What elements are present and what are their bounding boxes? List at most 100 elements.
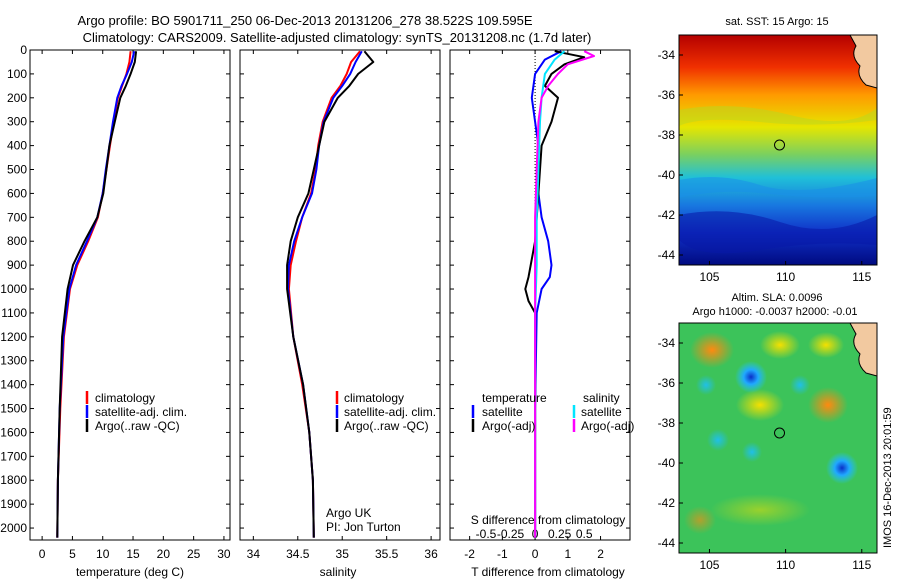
- legend-salinity-title: salinity: [583, 391, 620, 405]
- series-line-argo-adj-: [534, 50, 595, 538]
- x-tick-label: -1: [497, 547, 508, 561]
- map-y-tick-label: -44: [658, 248, 676, 262]
- y-tick-label: 400: [7, 139, 27, 153]
- x-top-tick-label: -0.5: [476, 527, 497, 541]
- map-y-tick-label: -42: [658, 208, 676, 222]
- x-tick-label: 35.5: [375, 547, 399, 561]
- x-tick-label: 2: [597, 547, 604, 561]
- legend-s-satellite-label: satellite: [581, 405, 622, 419]
- temperature-axes: 0 5 10 15 20 25 300100200300400500600700800900…: [0, 43, 231, 561]
- temperature-panel-frame: [29, 49, 231, 541]
- series-line-satellite: [530, 50, 562, 538]
- x-tick-label: 0: [39, 547, 46, 561]
- figure-title-line2: Climatology: CARS2009. Satellite-adjuste…: [83, 30, 592, 45]
- x-tick-label: 30: [217, 547, 231, 561]
- legend-argo-label: Argo(..raw -QC): [95, 419, 180, 433]
- map-y-tick-label: -40: [658, 456, 676, 470]
- map-y-tick-label: -38: [658, 416, 676, 430]
- series-line-argo-raw-qc-: [56, 51, 138, 538]
- map-y-tick-label: -44: [658, 536, 676, 550]
- difference-xlabel: T difference from climatology: [471, 565, 625, 579]
- x-tick-label: 0: [532, 547, 539, 561]
- y-tick-label: 900: [7, 258, 27, 272]
- y-tick-label: 2000: [0, 521, 27, 535]
- x-tick-label: 36: [424, 547, 438, 561]
- difference-panel-frame: [449, 49, 631, 541]
- map-y-tick-label: -36: [658, 376, 676, 390]
- x-tick-label: 25: [187, 547, 201, 561]
- map-y-tick-label: -34: [658, 336, 676, 350]
- legend-temperature-title: temperature: [482, 391, 547, 405]
- salinity-xlabel: salinity: [320, 565, 357, 579]
- y-tick-label: 800: [7, 234, 27, 248]
- x-tick-label: 5: [69, 547, 76, 561]
- series-line-argo-adj-: [524, 50, 586, 538]
- x-tick-label: 20: [157, 547, 171, 561]
- y-tick-label: 1800: [0, 473, 27, 487]
- sst-map-frame: [678, 34, 878, 266]
- x-tick-label: 34: [247, 547, 261, 561]
- series-line-satellite-adj-clim-: [287, 50, 363, 538]
- y-tick-label: 1200: [0, 330, 27, 344]
- credit-line1: Argo UK: [326, 506, 371, 520]
- y-tick-label: 600: [7, 186, 27, 200]
- y-tick-label: 1400: [0, 378, 27, 392]
- sst-map-axes: 105 110 115 -34 -36 -38 -40 -42 -44: [658, 48, 872, 284]
- map-y-tick-label: -42: [658, 496, 676, 510]
- difference-series: [524, 50, 595, 538]
- sla-map-frame: [678, 322, 878, 554]
- temperature-series: [56, 50, 138, 538]
- map-y-tick-label: -40: [658, 168, 676, 182]
- y-tick-label: 700: [7, 210, 27, 224]
- sla-map-subtitle: Argo h1000: -0.0037 h2000: -0.01: [692, 306, 857, 318]
- salinity-axes: 34 34.5 35 35.5 36: [240, 49, 440, 561]
- map-x-tick-label: 110: [776, 270, 795, 284]
- y-tick-label: 1700: [0, 449, 27, 463]
- y-tick-label: 1100: [1, 306, 27, 320]
- x-top-tick-label: 0.5: [576, 527, 593, 541]
- x-tick-label: -2: [464, 547, 475, 561]
- x-tick-label: 35: [336, 547, 350, 561]
- y-tick-label: 100: [7, 67, 27, 81]
- salinity-series: [286, 50, 375, 538]
- sst-map-title: sat. SST: 15 Argo: 15: [725, 16, 828, 28]
- map-x-tick-label: 105: [699, 270, 719, 284]
- legend-satellite-label: satellite-adj. clim.: [344, 405, 436, 419]
- series-line-satellite-adj-clim-: [56, 50, 136, 538]
- sst-argo-position-marker: [774, 139, 786, 151]
- y-tick-label: 1000: [0, 282, 27, 296]
- x-top-tick-label: 0.25: [548, 527, 572, 541]
- x-tick-label: 10: [96, 547, 110, 561]
- y-tick-label: 1300: [0, 354, 27, 368]
- map-y-tick-label: -34: [658, 48, 676, 62]
- legend-climatology-label: climatology: [95, 391, 155, 405]
- y-tick-label: 1900: [0, 497, 27, 511]
- figure-title-line1: Argo profile: BO 5901711_250 06-Dec-2013…: [77, 13, 532, 28]
- salinity-panel-frame: [239, 49, 441, 541]
- y-tick-label: 0: [20, 43, 27, 57]
- map-x-tick-label: 110: [776, 558, 795, 572]
- y-tick-label: 1500: [0, 402, 27, 416]
- sla-map-title: Altim. SLA: 0.0096: [731, 292, 822, 304]
- credit-line2: PI: Jon Turton: [326, 520, 401, 534]
- difference-top-xlabel: S difference from climatology: [471, 513, 626, 527]
- map-y-tick-label: -38: [658, 128, 676, 142]
- y-tick-label: 200: [7, 91, 27, 105]
- sst-map-image: [679, 35, 877, 265]
- map-x-tick-label: 115: [852, 270, 871, 284]
- legend-t-argo-label: Argo(-adj): [482, 419, 535, 433]
- series-line-argo-raw-qc-: [286, 50, 375, 538]
- map-x-tick-label: 105: [699, 558, 719, 572]
- temperature-xlabel: temperature (deg C): [76, 565, 184, 579]
- y-tick-label: 1600: [0, 425, 27, 439]
- x-top-tick-label: -0.25: [497, 527, 525, 541]
- sla-map-axes: 105 110 115 -34 -36 -38 -40 -42 -44: [658, 336, 872, 572]
- side-stamp: IMOS 16-Dec-2013 20:01:59: [882, 407, 894, 548]
- difference-legend: temperature salinity satellite Argo(-adj…: [471, 391, 634, 433]
- map-x-tick-label: 115: [852, 558, 871, 572]
- y-tick-label: 500: [7, 163, 27, 177]
- map-y-tick-label: -36: [658, 88, 676, 102]
- temperature-legend: climatology satellite-adj. clim. Argo(..…: [85, 391, 187, 433]
